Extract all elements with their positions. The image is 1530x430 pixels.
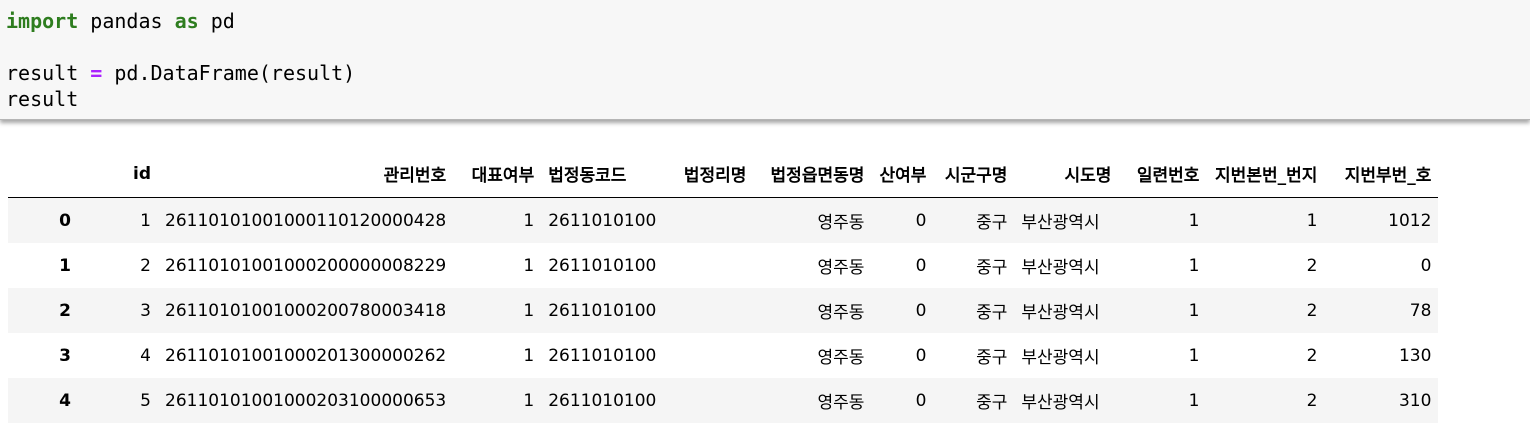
table-cell: 26110101001000200780003418 — [165, 300, 447, 321]
table-cell — [663, 198, 753, 244]
table-cell: 2611010100 — [548, 390, 657, 411]
column-header: 지번부번_호 — [1324, 150, 1439, 198]
table-cell: 부산광역시 — [1021, 303, 1100, 323]
column-header: 시군구명 — [933, 150, 1015, 198]
table-cell: 0 — [915, 255, 927, 276]
table-cell: 1 — [523, 345, 535, 366]
table-cell — [663, 288, 753, 333]
dataframe-table: id 관리번호 대표여부 법정동코드 법정리명 법정읍면동명 산여부 시군구명 … — [8, 150, 1439, 423]
table-cell: 26110101001000200000008229 — [165, 255, 447, 276]
table-cell: 0 — [915, 300, 927, 321]
table-cell: 2 — [1306, 345, 1318, 366]
table-cell: 0 — [915, 210, 927, 231]
table-cell: 0 — [1420, 255, 1432, 276]
table-cell: 1 — [523, 300, 535, 321]
table-cell: 78 — [1409, 300, 1432, 321]
table-cell: 중구 — [976, 213, 1008, 233]
table-row: 4 5 26110101001000203100000653 1 2611010… — [8, 378, 1439, 423]
table-cell: 130 — [1398, 345, 1432, 366]
table-cell: 중구 — [976, 348, 1008, 368]
table-cell: 2 — [1306, 390, 1318, 411]
code-line-1: import pandas as pd — [6, 8, 1530, 34]
table-cell: 0 — [915, 345, 927, 366]
table-cell: 1 — [523, 390, 535, 411]
column-header: 법정동코드 — [541, 150, 664, 198]
table-cell: 중구 — [976, 393, 1008, 413]
table-cell: 1 — [523, 210, 535, 231]
table-cell — [663, 243, 753, 288]
table-cell: 2611010100 — [548, 210, 657, 231]
column-header: 법정읍면동명 — [753, 150, 872, 198]
column-header: 시도명 — [1014, 150, 1119, 198]
table-cell: 중구 — [976, 303, 1008, 323]
table-cell: 1 — [1188, 210, 1200, 231]
table-cell: 26110101001000110120000428 — [165, 210, 447, 231]
table-cell: 1 — [1188, 345, 1200, 366]
table-cell: 부산광역시 — [1021, 258, 1100, 278]
code-text: pd.DataFrame(result) — [102, 61, 356, 85]
table-cell: 영주동 — [817, 348, 865, 368]
table-row: 0 1 26110101001000110120000428 1 2611010… — [8, 197, 1439, 244]
table-cell: 4 — [140, 345, 151, 366]
table-cell: 1 — [523, 255, 535, 276]
table-cell — [663, 333, 753, 378]
table-cell: 영주동 — [817, 213, 865, 233]
table-cell: 5 — [140, 390, 151, 411]
column-header: id — [122, 150, 158, 198]
table-cell: 2611010100 — [548, 300, 657, 321]
table-cell: 2611010100 — [548, 345, 657, 366]
table-cell: 3 — [140, 300, 151, 321]
table-cell: 2 — [1306, 300, 1318, 321]
assign-operator: = — [90, 61, 103, 85]
row-index: 2 — [59, 300, 71, 321]
column-header: 대표여부 — [453, 150, 542, 198]
table-cell: 영주동 — [817, 393, 865, 413]
table-cell: 부산광역시 — [1021, 348, 1100, 368]
table-cell: 1012 — [1388, 210, 1432, 231]
code-line-2 — [6, 34, 1530, 60]
table-cell: 1 — [1188, 300, 1200, 321]
table-cell: 1 — [1306, 210, 1318, 231]
code-cell[interactable]: import pandas as pd result = pd.DataFram… — [0, 0, 1530, 120]
keyword-as: as — [174, 9, 199, 33]
table-cell: 영주동 — [817, 258, 865, 278]
table-cell: 1 — [1188, 255, 1200, 276]
table-cell: 2 — [1306, 255, 1318, 276]
table-cell: 26110101001000201300000262 — [165, 345, 447, 366]
table-cell: 영주동 — [817, 303, 865, 323]
row-index: 0 — [59, 210, 71, 231]
table-cell: 310 — [1398, 390, 1432, 411]
table-row: 3 4 26110101001000201300000262 1 2611010… — [8, 333, 1439, 378]
column-header: 일련번호 — [1118, 150, 1207, 198]
table-cell: 1 — [140, 210, 151, 231]
table-cell: 1 — [1188, 390, 1200, 411]
row-index: 1 — [59, 255, 71, 276]
table-cell: 부산광역시 — [1021, 213, 1100, 233]
code-text: result — [6, 61, 91, 85]
table-cell: 2 — [140, 255, 151, 276]
column-header: 지번본번_번지 — [1206, 150, 1325, 198]
row-index: 4 — [59, 390, 71, 411]
column-header: 법정리명 — [663, 150, 754, 198]
table-cell: 0 — [915, 390, 927, 411]
table-row: 1 2 26110101001000200000008229 1 2611010… — [8, 243, 1439, 288]
code-line-3: result = pd.DataFrame(result) — [6, 60, 1530, 86]
table-row: 2 3 26110101001000200780003418 1 2611010… — [8, 288, 1439, 333]
column-header: 산여부 — [871, 150, 934, 198]
keyword-import: import — [6, 9, 79, 33]
table-cell: 중구 — [976, 258, 1008, 278]
dataframe-output: id 관리번호 대표여부 법정동코드 법정리명 법정읍면동명 산여부 시군구명 … — [8, 150, 1439, 423]
table-cell: 2611010100 — [548, 255, 657, 276]
code-text: pd — [198, 9, 235, 33]
column-header-index — [8, 150, 122, 198]
row-index: 3 — [59, 345, 71, 366]
table-cell: 부산광역시 — [1021, 393, 1100, 413]
code-text: pandas — [78, 9, 175, 33]
code-line-4: result — [6, 87, 79, 111]
table-cell — [663, 378, 753, 423]
table-cell: 26110101001000203100000653 — [165, 390, 447, 411]
table-header-row: id 관리번호 대표여부 법정동코드 법정리명 법정읍면동명 산여부 시군구명 … — [8, 150, 1439, 198]
column-header: 관리번호 — [158, 150, 454, 198]
